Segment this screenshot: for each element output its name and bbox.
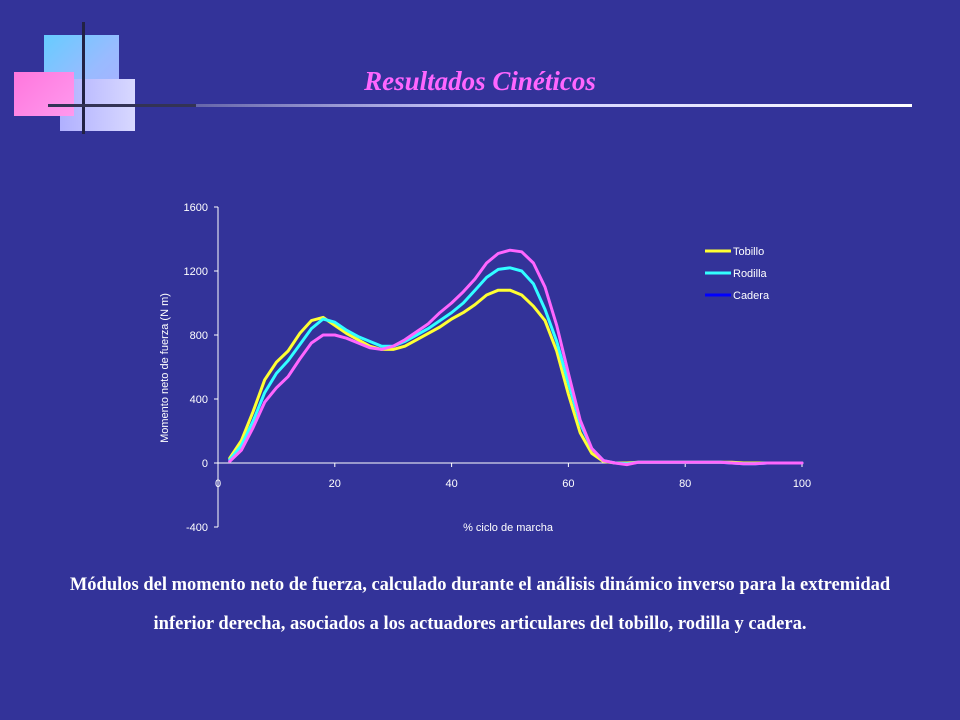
series-line-cadera bbox=[228, 266, 804, 466]
chart: -400 0 400 800 1200 1600 0 20 40 60 80 100 Tobillo R… bbox=[159, 202, 811, 534]
decor-vertical-line bbox=[82, 22, 85, 134]
legend-label: Rodilla bbox=[733, 268, 768, 280]
series-line-tobillo bbox=[228, 288, 804, 465]
y-axis-label: Momento neto de fuerza (N m) bbox=[159, 293, 171, 443]
legend-label: Tobillo bbox=[733, 246, 764, 258]
y-tick-label: 1600 bbox=[184, 202, 208, 214]
decor-horizontal-line-dark bbox=[48, 104, 198, 107]
x-tick-label: 80 bbox=[679, 478, 691, 490]
x-tick-label: 0 bbox=[215, 478, 221, 490]
slide-title: Resultados Cinéticos bbox=[364, 66, 596, 96]
y-tick-label: 400 bbox=[190, 394, 208, 406]
series-line-unlabeled bbox=[228, 248, 804, 467]
y-tick-label: 800 bbox=[190, 330, 208, 342]
series-line-rodilla bbox=[228, 266, 804, 466]
legend-label: Cadera bbox=[733, 290, 770, 302]
x-tick-label: 40 bbox=[445, 478, 457, 490]
chart-series-layer bbox=[228, 248, 804, 467]
chart-legend: Tobillo Rodilla Cadera bbox=[705, 246, 770, 302]
x-tick-label: 100 bbox=[793, 478, 811, 490]
figure-caption: Módulos del momento neto de fuerza, calc… bbox=[69, 575, 891, 634]
x-tick-label: 20 bbox=[329, 478, 341, 490]
x-axis-label: % ciclo de marcha bbox=[463, 522, 554, 534]
x-tick-label: 60 bbox=[562, 478, 574, 490]
y-tick-label: 0 bbox=[202, 458, 208, 470]
y-tick-label: -400 bbox=[186, 522, 208, 534]
title-underline bbox=[196, 104, 912, 107]
y-tick-label: 1200 bbox=[184, 266, 208, 278]
decor-square-pink bbox=[14, 72, 74, 116]
